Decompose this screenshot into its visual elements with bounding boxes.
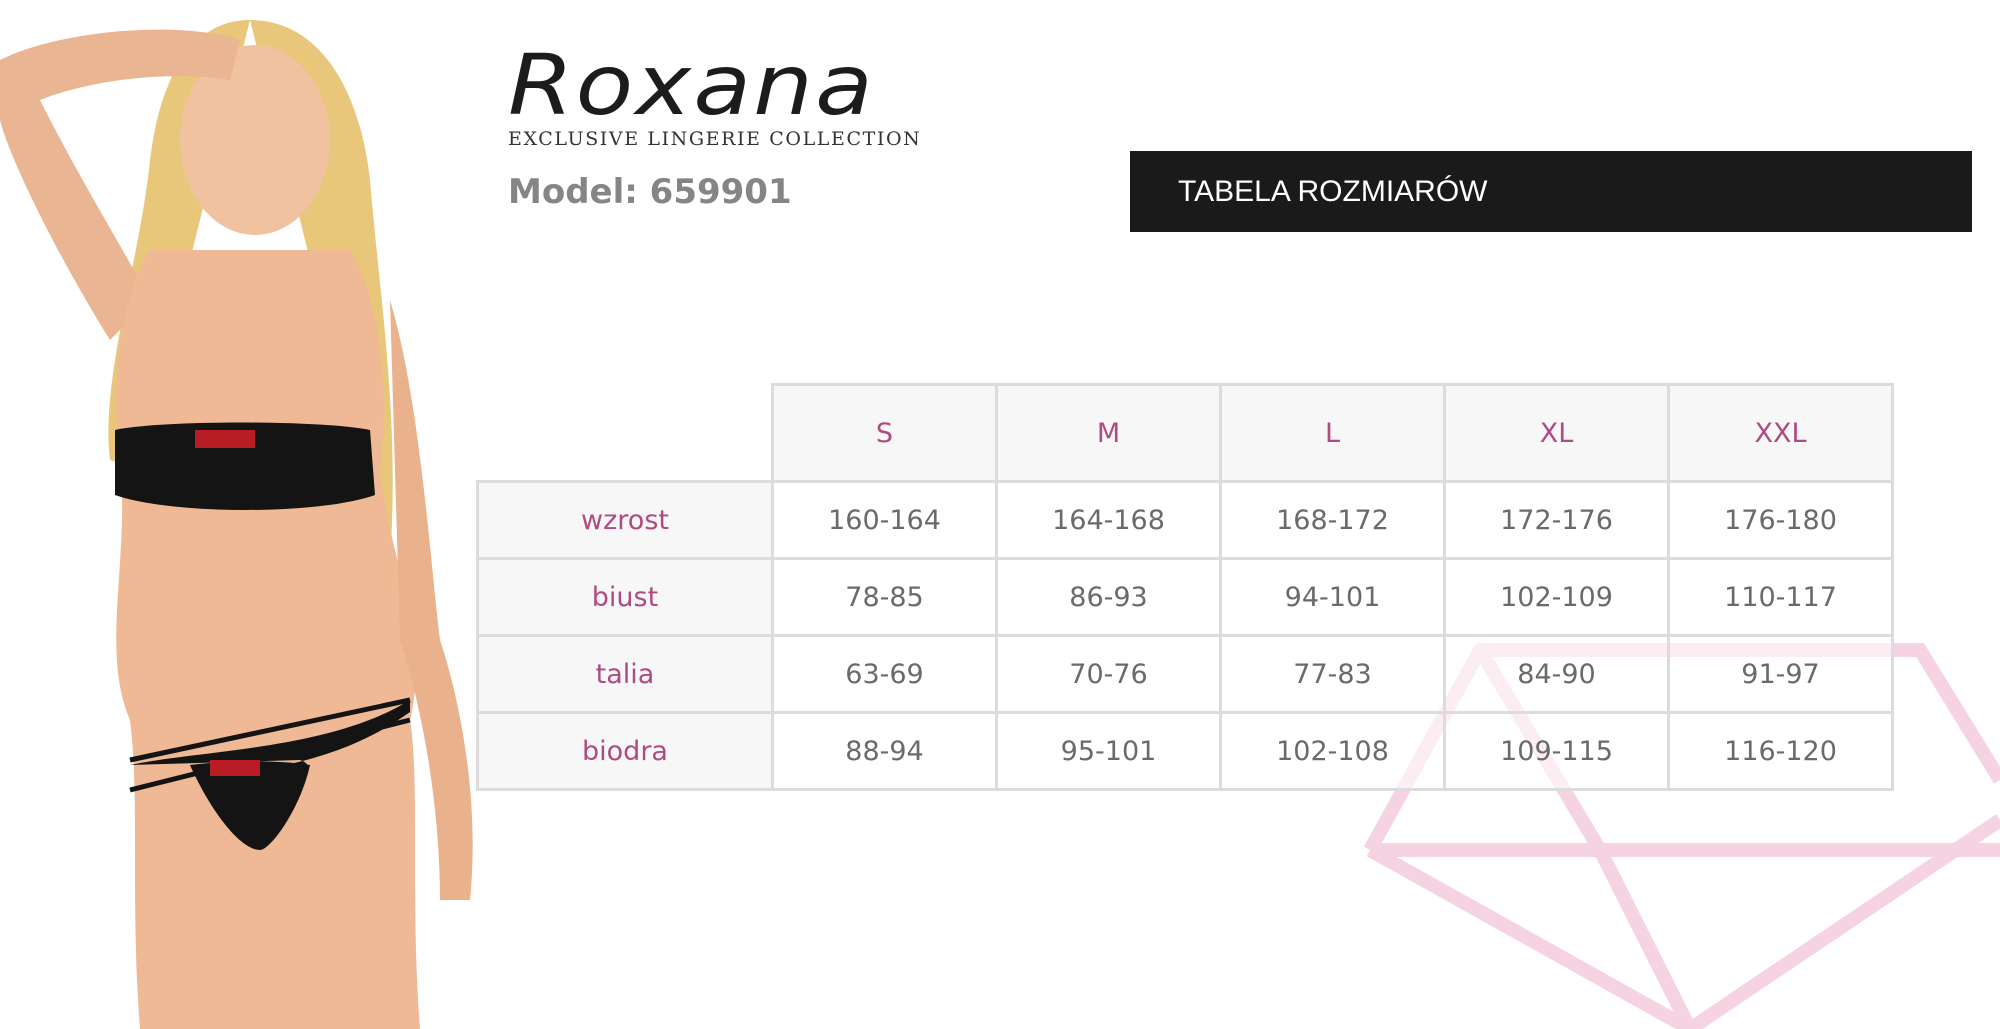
table-cell: 116-120 <box>1667 711 1894 791</box>
table-cell: 172-176 <box>1443 480 1670 560</box>
model-photo <box>0 20 473 1029</box>
table-cell: 102-109 <box>1443 557 1670 637</box>
table-cell: 94-101 <box>1219 557 1446 637</box>
table-row: biodra 88-94 95-101 102-108 109-115 116-… <box>476 711 1894 791</box>
table-row: talia 63-69 70-76 77-83 84-90 91-97 <box>476 634 1894 714</box>
brand-name: Roxana <box>508 36 875 134</box>
size-header: L <box>1219 383 1446 483</box>
size-header: XXL <box>1667 383 1894 483</box>
table-cell: 164-168 <box>995 480 1222 560</box>
size-header: M <box>995 383 1222 483</box>
table-cell: 91-97 <box>1667 634 1894 714</box>
size-header-row: S M L XL XXL <box>478 383 1894 483</box>
table-cell: 168-172 <box>1219 480 1446 560</box>
table-cell: 160-164 <box>771 480 998 560</box>
table-cell: 95-101 <box>995 711 1222 791</box>
table-row: biust 78-85 86-93 94-101 102-109 110-117 <box>476 557 1894 637</box>
table-row: wzrost 160-164 164-168 168-172 172-176 1… <box>476 480 1894 560</box>
table-cell: 78-85 <box>771 557 998 637</box>
size-header: XL <box>1443 383 1670 483</box>
corner-cell <box>478 385 773 482</box>
row-label: talia <box>476 634 774 714</box>
size-chart-title: TABELA ROZMIARÓW <box>1130 151 1972 232</box>
table-cell: 84-90 <box>1443 634 1670 714</box>
row-label: biodra <box>476 711 774 791</box>
table-cell: 70-76 <box>995 634 1222 714</box>
model-number: Model: 659901 <box>508 172 792 212</box>
table-cell: 77-83 <box>1219 634 1446 714</box>
row-label: wzrost <box>476 480 774 560</box>
table-cell: 176-180 <box>1667 480 1894 560</box>
size-table: S M L XL XXL wzrost 160-164 164-168 168-… <box>476 383 1894 791</box>
table-cell: 86-93 <box>995 557 1222 637</box>
row-label: biust <box>476 557 774 637</box>
brand-tagline: EXCLUSIVE LINGERIE COLLECTION <box>508 128 922 150</box>
brand-logo: Roxana EXCLUSIVE LINGERIE COLLECTION <box>508 40 921 150</box>
table-cell: 102-108 <box>1219 711 1446 791</box>
size-header: S <box>771 383 998 483</box>
table-cell: 110-117 <box>1667 557 1894 637</box>
table-cell: 88-94 <box>771 711 998 791</box>
table-cell: 63-69 <box>771 634 998 714</box>
table-cell: 109-115 <box>1443 711 1670 791</box>
